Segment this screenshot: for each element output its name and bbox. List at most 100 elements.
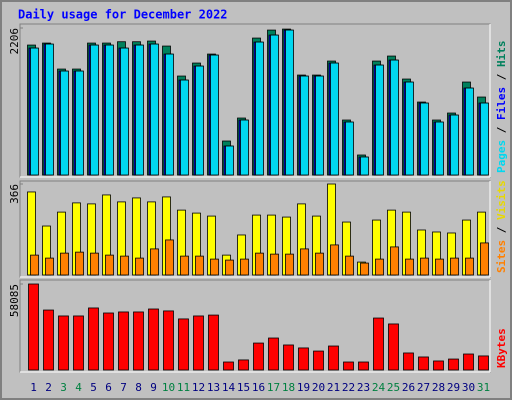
- bar: [193, 315, 204, 371]
- x-tick-label: 8: [135, 381, 142, 394]
- bar: [133, 311, 144, 371]
- bar: [435, 121, 444, 176]
- bar: [90, 252, 99, 276]
- legend-separator: /: [495, 67, 508, 87]
- bar: [418, 356, 429, 371]
- bar: [300, 75, 309, 176]
- bar: [148, 308, 159, 371]
- bar: [360, 262, 369, 276]
- x-tick-label: 12: [192, 381, 205, 394]
- bar: [390, 246, 399, 276]
- bar: [178, 318, 189, 371]
- bar: [30, 47, 39, 176]
- bar: [285, 29, 294, 176]
- bar: [375, 258, 384, 276]
- x-tick-label: 13: [207, 381, 220, 394]
- bar: [343, 361, 354, 371]
- bar: [150, 248, 159, 276]
- bar: [253, 342, 264, 371]
- bar: [75, 251, 84, 276]
- bar: [373, 317, 384, 371]
- bar: [240, 258, 249, 276]
- legend-entry: Pages: [495, 140, 508, 173]
- bar: [165, 239, 174, 276]
- x-tick-label: 3: [60, 381, 67, 394]
- bar: [330, 244, 339, 276]
- bar: [60, 70, 69, 176]
- bar: [465, 257, 474, 276]
- legend: KBytes: [495, 328, 508, 368]
- x-tick-label: 16: [252, 381, 265, 394]
- x-tick-label: 19: [297, 381, 310, 394]
- x-tick-label: 22: [342, 381, 355, 394]
- bar: [255, 41, 264, 176]
- bar: [208, 314, 219, 371]
- bar: [88, 307, 99, 371]
- bar: [315, 252, 324, 276]
- bar: [358, 361, 369, 371]
- legend: Pages / Files / Hits: [495, 41, 508, 174]
- x-tick-label: 11: [177, 381, 190, 394]
- bar: [388, 323, 399, 371]
- x-tick-label: 17: [267, 381, 280, 394]
- bar: [43, 309, 54, 371]
- bar: [478, 355, 489, 371]
- bar: [375, 64, 384, 176]
- x-tick-label: 18: [282, 381, 295, 394]
- bar: [328, 345, 339, 371]
- x-tick-label: 30: [462, 381, 475, 394]
- x-tick-label: 20: [312, 381, 325, 394]
- bar: [450, 114, 459, 176]
- x-tick-label: 6: [105, 381, 112, 394]
- bar: [268, 337, 279, 371]
- bar: [450, 257, 459, 276]
- bar: [255, 252, 264, 276]
- legend-entry: Sites: [495, 240, 508, 273]
- bar: [298, 347, 309, 371]
- legend-entry: KBytes: [495, 328, 508, 368]
- x-tick-label: 28: [432, 381, 445, 394]
- bar: [420, 102, 429, 176]
- bar: [405, 81, 414, 176]
- bar: [403, 352, 414, 371]
- x-tick-label: 23: [357, 381, 370, 394]
- x-tick-label: 24: [372, 381, 386, 394]
- bar: [163, 310, 174, 371]
- bar: [105, 254, 114, 276]
- bar: [405, 258, 414, 276]
- bar: [283, 344, 294, 371]
- x-tick-label: 21: [327, 381, 340, 394]
- bar: [330, 62, 339, 176]
- bar: [180, 255, 189, 276]
- x-tick-label: 10: [162, 381, 175, 394]
- bar: [240, 119, 249, 176]
- bar: [135, 44, 144, 176]
- bar: [90, 44, 99, 176]
- legend-separator: /: [495, 120, 508, 140]
- bar: [45, 43, 54, 176]
- bar: [463, 353, 474, 371]
- bar: [165, 53, 174, 176]
- x-tick-label: 31: [477, 381, 490, 394]
- y-tick-label: 2206: [8, 28, 21, 55]
- bar: [118, 311, 129, 371]
- bar: [28, 283, 39, 371]
- bar: [448, 358, 459, 371]
- bar: [465, 87, 474, 176]
- bar: [480, 242, 489, 276]
- bar: [58, 315, 69, 371]
- bar: [345, 255, 354, 276]
- bar: [433, 360, 444, 371]
- x-tick-label: 2: [45, 381, 52, 394]
- bar: [195, 255, 204, 276]
- bar: [238, 359, 249, 371]
- bar: [223, 361, 234, 371]
- bar: [480, 102, 489, 176]
- x-tick-label: 4: [75, 381, 82, 394]
- x-tick-label: 9: [150, 381, 157, 394]
- bar: [420, 257, 429, 276]
- bar: [390, 59, 399, 176]
- x-tick-label: 5: [90, 381, 97, 394]
- legend-entry: Visits: [495, 180, 508, 220]
- bar: [195, 65, 204, 176]
